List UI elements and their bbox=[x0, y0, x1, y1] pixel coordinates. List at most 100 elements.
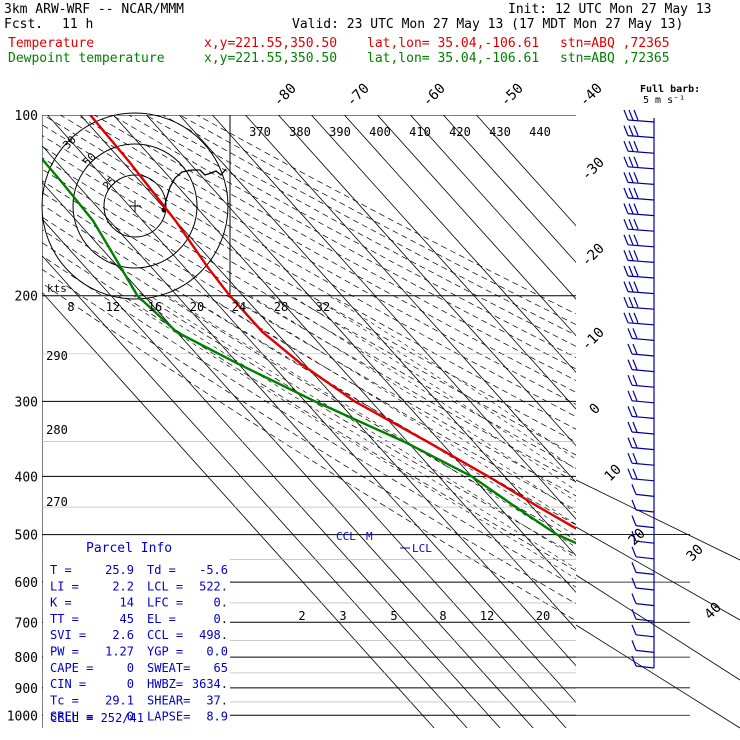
wind-barb-feather bbox=[631, 530, 637, 542]
skew-grid-extension bbox=[575, 526, 740, 621]
isotherm-label: 30 bbox=[684, 542, 707, 565]
parcel-param-value: 0. bbox=[214, 612, 228, 626]
wind-barb bbox=[631, 593, 655, 607]
parcel-param-value: 37. bbox=[206, 693, 228, 707]
wind-barb-shaft bbox=[631, 478, 655, 482]
hodo-speed-label: 12 bbox=[106, 300, 120, 314]
dry-adiabat bbox=[111, 115, 576, 370]
wind-barb-shaft bbox=[627, 166, 655, 170]
pressure-tick-label: 300 bbox=[15, 395, 38, 410]
hodo-speed-label: 20 bbox=[190, 300, 204, 314]
parcel-param-label: LI = bbox=[50, 579, 79, 593]
parcel-param-value: 0 bbox=[127, 677, 134, 691]
wind-barb-shaft bbox=[635, 493, 655, 497]
isotherm-label: -70 bbox=[344, 81, 373, 110]
wind-barb-shaft bbox=[631, 369, 655, 373]
hodo-speed-label: 8 bbox=[67, 300, 74, 314]
dry-adiabat bbox=[42, 268, 576, 605]
wind-barb-shaft bbox=[635, 509, 655, 513]
parcel-param-value: 14 bbox=[120, 596, 134, 610]
wind-barb-feather bbox=[628, 109, 634, 121]
barb-legend-units: 5 m s⁻¹ bbox=[643, 95, 685, 106]
parcel-param-label: SREH = bbox=[50, 710, 93, 724]
dry-adiabat bbox=[43, 115, 576, 418]
mixing-ratio-label: 5 bbox=[390, 609, 397, 623]
wind-barb bbox=[627, 359, 655, 373]
dry-adiabat bbox=[42, 192, 576, 511]
wind-barb bbox=[623, 156, 655, 170]
isotherm-line bbox=[212, 115, 576, 520]
mixing-ratio-line bbox=[649, 582, 740, 728]
wind-barb bbox=[623, 296, 655, 310]
wind-barb-feather bbox=[627, 406, 633, 417]
dry-adiabat bbox=[42, 135, 576, 443]
parcel-param-label: SVI = bbox=[50, 628, 86, 642]
theta-label: 390 bbox=[329, 125, 351, 139]
isotherm-line bbox=[476, 115, 576, 227]
wind-barb-feather bbox=[627, 468, 633, 480]
wind-barb bbox=[631, 562, 655, 575]
wind-barb-feather bbox=[627, 452, 633, 464]
dry-adiabat bbox=[42, 216, 576, 541]
pressure-tick-label: 1000 bbox=[7, 709, 38, 724]
dry-adiabat bbox=[60, 115, 576, 405]
wind-barb-feather bbox=[628, 140, 634, 152]
dry-adiabat bbox=[94, 115, 576, 381]
wind-barb-feather bbox=[631, 546, 637, 558]
model-title: 3km ARW-WRF -- NCAR/MMM bbox=[4, 2, 185, 17]
mixing-ratio-label: 3 bbox=[339, 609, 346, 623]
parcel-cell-motion: CELL = 252/41 bbox=[50, 711, 144, 725]
wind-barb bbox=[631, 640, 655, 653]
wind-barb-shaft bbox=[627, 197, 655, 201]
parcel-param-label: EL = bbox=[147, 612, 176, 626]
wind-barb-shaft bbox=[631, 384, 655, 388]
wind-barb-shaft bbox=[631, 462, 655, 466]
ccl-annotation: CCL bbox=[336, 530, 356, 543]
skew-grid-extension bbox=[575, 574, 740, 681]
dry-adiabat bbox=[77, 115, 576, 393]
parcel-param-label: TT = bbox=[50, 612, 79, 626]
wind-barb-feather bbox=[623, 187, 629, 199]
parcel-param-value: 498. bbox=[199, 628, 228, 642]
skew-grid-extension bbox=[575, 624, 740, 729]
wind-barb-shaft bbox=[635, 618, 655, 622]
wind-barb-shaft bbox=[635, 649, 655, 653]
wind-barb-feather bbox=[632, 452, 638, 464]
isotherm-label: 40 bbox=[702, 600, 725, 623]
wind-barb-feather bbox=[632, 343, 638, 355]
wind-barb-feather bbox=[633, 265, 639, 277]
temperature-trace bbox=[89, 115, 576, 530]
wind-barb bbox=[631, 608, 655, 622]
moist-adiabat bbox=[149, 295, 576, 559]
dry-adiabat bbox=[42, 124, 576, 430]
wind-barb-shaft bbox=[635, 525, 655, 529]
wind-barb bbox=[623, 172, 655, 185]
moist-adiabat bbox=[118, 295, 576, 580]
wind-barb bbox=[627, 374, 655, 388]
isotherm-line bbox=[344, 115, 576, 373]
wind-barb-feather bbox=[633, 218, 639, 230]
wind-barb-feather bbox=[633, 203, 639, 214]
parcel-param-label: T = bbox=[50, 563, 72, 577]
legend-temperature: Temperature bbox=[8, 36, 95, 51]
legend-temperature-xy: x,y=221.55,350.50 bbox=[204, 36, 338, 51]
mixing-ratio-line bbox=[666, 582, 740, 728]
wind-barb-feather bbox=[623, 125, 629, 136]
barb-legend-title: Full barb: bbox=[640, 84, 700, 95]
theta-label: 420 bbox=[449, 125, 471, 139]
dry-adiabat-label: 290 bbox=[46, 349, 68, 363]
wind-barb-shaft bbox=[631, 400, 655, 404]
parcel-info-title: Parcel Info bbox=[86, 541, 172, 556]
init-time: Init: 12 UTC Mon 27 May 13 bbox=[508, 2, 712, 17]
wind-barb-feather bbox=[632, 468, 638, 480]
wind-barb-shaft bbox=[627, 291, 655, 295]
pressure-tick-label: 200 bbox=[15, 290, 38, 305]
isotherm-label: -30 bbox=[579, 155, 608, 184]
wind-barb-shaft bbox=[627, 244, 655, 248]
wind-barb bbox=[623, 312, 655, 326]
wind-barb-feather bbox=[628, 125, 634, 136]
wind-barb-feather bbox=[633, 187, 639, 199]
wind-barb-feather bbox=[632, 390, 638, 402]
wind-barb-feather bbox=[623, 203, 629, 214]
wind-barb-shaft bbox=[631, 447, 655, 451]
